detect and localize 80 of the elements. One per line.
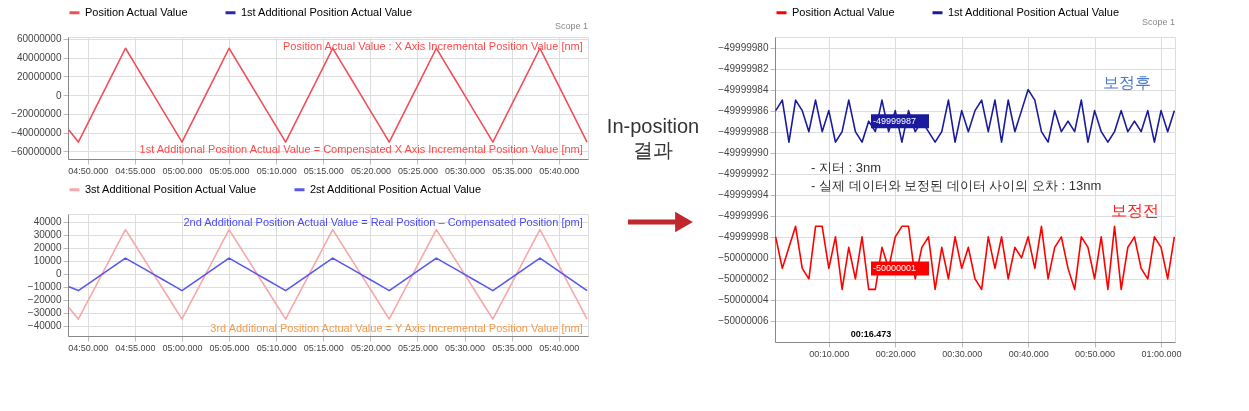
annotation: 3rd Additional Position Actual Value = Y Axis Incremental Position Value [nm]	[210, 321, 583, 334]
annotation: - 실제 데이터와 보정된 데이터 사이의 오차 : 13nm	[811, 178, 1102, 194]
y-tick-label: 40000000	[17, 52, 62, 64]
x-tick-label: 00:20.000	[875, 348, 916, 359]
y-tick-label: −40000000	[11, 127, 62, 139]
x-tick-label: 00:10.000	[809, 348, 850, 359]
y-tick-label: −49999992	[718, 168, 769, 180]
x-tick-label: 05:30.000	[445, 165, 486, 176]
x-tick-label: 05:10.000	[256, 342, 297, 353]
legend-label: Position Actual Value	[792, 5, 895, 18]
y-tick-label: −49999982	[718, 63, 769, 75]
y-tick-label: −50000006	[718, 315, 769, 327]
y-tick-label: −50000000	[718, 252, 769, 264]
x-tick-label: 05:15.000	[303, 342, 344, 353]
y-tick-label: 20000000	[17, 70, 62, 82]
annotation: 00:16.473	[850, 329, 892, 340]
y-tick-label: −50000002	[718, 273, 769, 285]
annotation: Position Actual Value : X Axis Incremental Position Value [nm]	[282, 39, 583, 52]
y-tick-label: −49999996	[718, 210, 769, 222]
legend-label: 3st Additional Position Actual Value	[85, 182, 257, 195]
y-tick-label: −49999990	[718, 147, 769, 159]
x-tick-label: 00:40.000	[1008, 348, 1049, 359]
text: In-position 결과	[606, 115, 700, 161]
y-tick-label: −20000	[27, 294, 62, 306]
annotation: -50000001	[873, 263, 917, 274]
x-tick-label: 05:05.000	[209, 342, 250, 353]
x-tick-label: 05:35.000	[492, 165, 533, 176]
annotation: - 지터 : 3nm	[811, 160, 882, 176]
y-tick-label: −40000	[27, 320, 62, 332]
y-tick-label: 30000	[33, 229, 62, 241]
y-tick-label: −49999988	[718, 126, 769, 138]
x-tick-label: 04:50.000	[68, 165, 109, 176]
legend-label: 1st Additional Position Actual Value	[241, 5, 413, 18]
x-tick-label: 01:00.000	[1141, 348, 1182, 359]
y-tick-label: 20000	[33, 242, 62, 254]
y-tick-label: −49999980	[718, 42, 769, 54]
x-tick-label: 05:15.000	[303, 165, 344, 176]
y-tick-label: −20000000	[11, 108, 62, 120]
x-tick-label: 05:10.000	[256, 165, 297, 176]
y-tick-label: −49999984	[718, 84, 769, 96]
y-tick-label: 60000000	[17, 33, 62, 45]
legend-label: 2st Additional Position Actual Value	[310, 182, 482, 195]
x-tick-label: 05:25.000	[397, 165, 439, 176]
annotation: 1st Additional Position Actual Value = Compensated X Axis Incremental Position Value [nm]	[139, 143, 583, 156]
x-tick-label: 04:55.000	[115, 165, 156, 176]
x-tick-label: 05:00.000	[162, 165, 203, 176]
line-series	[68, 228, 588, 320]
y-tick-label: 10000	[33, 255, 62, 267]
y-tick-label: −49999986	[718, 105, 769, 117]
y-tick-label: −30000	[27, 307, 62, 319]
x-tick-label: 04:55.000	[115, 342, 156, 353]
x-tick-label: 05:20.000	[350, 342, 391, 353]
y-tick-label: 40000	[33, 216, 62, 228]
annotation: 보정전	[1111, 201, 1159, 219]
y-tick-label: −60000000	[11, 145, 62, 157]
x-tick-label: 05:35.000	[492, 342, 533, 353]
y-tick-label: −49999998	[718, 231, 769, 243]
text: Scope 1	[1141, 16, 1175, 27]
x-tick-label: 05:30.000	[445, 342, 486, 353]
y-tick-label: 0	[55, 89, 62, 101]
line-series	[68, 257, 588, 292]
annotation: 2nd Additional Position Actual Value = Real Position – Compensated Position [pm]	[183, 215, 583, 228]
x-tick-label: 05:40.000	[539, 165, 580, 176]
text: Scope 1	[554, 21, 588, 32]
legend-label: Position Actual Value	[85, 5, 188, 18]
x-tick-label: 00:30.000	[942, 348, 983, 359]
x-tick-label: 05:00.000	[162, 342, 203, 353]
y-tick-label: 0	[55, 268, 62, 280]
x-tick-label: 00:50.000	[1075, 348, 1116, 359]
x-tick-label: 04:50.000	[68, 342, 109, 353]
x-tick-label: 05:25.000	[397, 342, 439, 353]
annotation: -49999987	[873, 116, 917, 127]
annotation: 보정후	[1103, 73, 1151, 91]
y-tick-label: −49999994	[718, 189, 769, 201]
x-tick-label: 05:20.000	[350, 165, 391, 176]
x-tick-label: 05:05.000	[209, 165, 250, 176]
legend-label: 1st Additional Position Actual Value	[948, 5, 1120, 18]
y-tick-label: −10000	[27, 281, 62, 293]
y-tick-label: −50000004	[718, 294, 769, 306]
x-tick-label: 05:40.000	[539, 342, 580, 353]
